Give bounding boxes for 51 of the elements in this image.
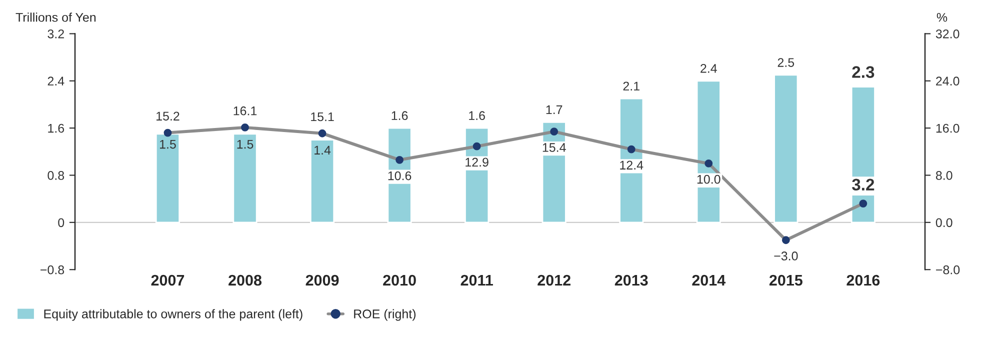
data-label: 10.6 [388,171,412,180]
data-label: 1.6 [469,111,485,120]
y-tick-label: 0 [58,218,64,228]
data-label: 1.5 [160,140,176,149]
legend-label: Equity attributable to owners of the parent (left) [44,309,302,321]
data-label: 3.2 [852,178,874,191]
x-tick-label: 2014 [692,274,726,286]
data-label: 1.5 [237,140,254,149]
x-tick-label: 2010 [383,274,416,286]
bar [774,74,798,224]
y-tick-label: 3.2 [48,30,64,38]
y2-tick-label: 0.0 [936,218,952,228]
y-tick-label: 0.8 [48,171,64,180]
y2-tick-label: 16.0 [936,124,960,133]
y-tick-label: 1.6 [48,124,64,133]
data-label: 15.1 [311,112,334,122]
y2-tick-label: 24.0 [936,76,960,86]
x-tick-label: 2007 [151,274,184,286]
data-label: 1.6 [392,111,408,120]
x-tick-label: 2011 [460,274,493,286]
data-label: 2.1 [623,82,640,90]
bar [155,133,180,224]
data-label: 16.1 [234,106,257,116]
x-tick-label: 2008 [228,274,262,286]
data-label: 10.0 [697,174,720,184]
x-tick-label: 2016 [846,274,880,286]
data-label: 1.7 [546,105,562,114]
bar [310,139,335,224]
data-label: 2.4 [700,64,717,73]
data-label: 15.2 [156,112,180,121]
y-tick-label: −0.8 [40,265,64,274]
legend-label: ROE (right) [354,309,416,321]
y2-tick-label: −8.0 [936,265,960,274]
y-tick-label: 2.4 [48,76,64,86]
data-label: 1.4 [314,146,331,154]
y-axis-title: Trillions of Yen [16,12,96,22]
bar [232,133,258,224]
data-label: 2.5 [778,58,794,67]
bar [696,80,721,224]
data-label: 12.4 [620,160,644,170]
data-label: 2.3 [852,66,874,78]
data-label: 15.4 [542,143,566,152]
x-tick-label: 2012 [538,274,570,286]
x-tick-label: 2015 [769,274,802,286]
y2-tick-label: 32.0 [936,30,960,38]
y2-axis-title: % [936,12,948,22]
data-label: 12.9 [466,158,488,167]
x-tick-label: 2013 [614,274,648,286]
data-label: −3.0 [774,252,798,260]
x-tick-label: 2009 [306,274,339,286]
y2-tick-label: 8.0 [936,171,952,180]
